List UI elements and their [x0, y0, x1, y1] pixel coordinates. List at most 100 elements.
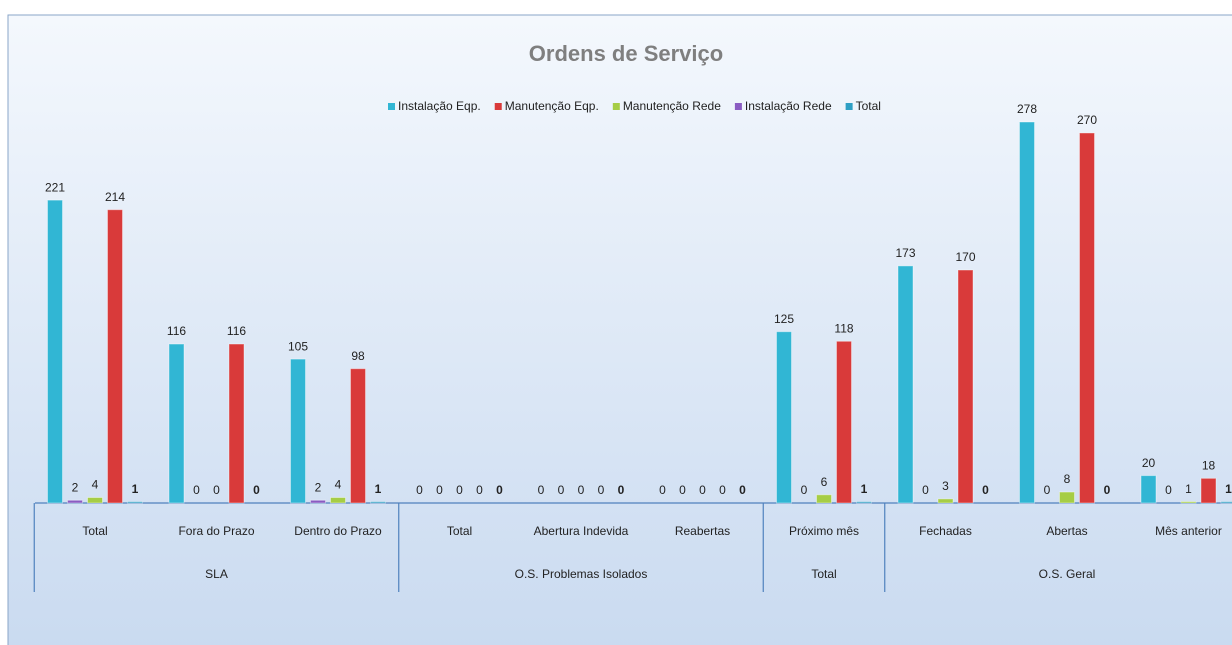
x-tick-label: Abertura Indevida: [534, 524, 629, 538]
legend-label: Manutenção Eqp.: [505, 99, 599, 113]
data-label: 1: [861, 482, 868, 496]
data-label: 118: [834, 321, 853, 335]
data-label: 0: [659, 483, 666, 497]
legend-swatch: [494, 103, 502, 110]
bar: [1059, 491, 1075, 504]
x-tick-label: Fechadas: [919, 524, 972, 538]
data-label: 0: [558, 483, 565, 497]
data-label: 0: [538, 483, 545, 497]
data-label: 0: [679, 483, 686, 497]
data-label: 3: [942, 479, 949, 493]
bar: [107, 209, 123, 504]
chart-background: [7, 14, 1232, 645]
bar: [856, 501, 872, 504]
data-label: 2: [72, 480, 79, 494]
data-label: 0: [496, 483, 503, 497]
legend-label: Total: [856, 99, 881, 113]
bar: [127, 501, 143, 504]
bar: [776, 331, 792, 504]
bar: [1079, 132, 1095, 504]
bar: [67, 499, 83, 504]
x-tick-label: Dentro do Prazo: [294, 524, 382, 538]
bar: [1180, 501, 1197, 504]
data-label: 20: [1142, 456, 1156, 470]
data-label: 4: [92, 478, 99, 492]
data-label: 125: [774, 312, 794, 326]
data-label: 0: [253, 483, 260, 497]
data-label: 0: [982, 483, 989, 497]
bar: [937, 498, 954, 504]
data-label: 0: [578, 483, 585, 497]
data-label: 0: [476, 483, 483, 497]
bar: [1019, 121, 1035, 504]
data-label: 278: [1017, 102, 1037, 116]
bar: [816, 494, 832, 504]
legend-label: Instalação Eqp.: [398, 99, 481, 113]
bar: [957, 269, 974, 504]
bar: [1220, 501, 1232, 504]
x-tick-label: Reabertas: [675, 524, 730, 538]
bar: [87, 497, 103, 504]
bar: [228, 343, 245, 504]
data-label: 214: [105, 190, 125, 204]
legend-swatch: [734, 103, 742, 110]
data-label: 0: [436, 483, 443, 497]
bar: [1200, 477, 1217, 504]
data-label: 0: [416, 483, 423, 497]
bar: [310, 499, 326, 504]
data-label: 221: [45, 180, 65, 194]
data-label: 6: [821, 475, 828, 489]
data-label: 0: [193, 483, 200, 497]
bar: [350, 368, 366, 504]
legend-label: Manutenção Rede: [623, 99, 721, 113]
data-label: 0: [1104, 483, 1111, 497]
bar: [897, 265, 914, 504]
data-label: 0: [719, 483, 726, 497]
data-label: 1: [1225, 482, 1232, 496]
x-tick-label: Próximo mês: [789, 524, 859, 538]
data-label: 0: [699, 483, 706, 497]
bar: [47, 199, 63, 504]
data-label: 116: [167, 324, 186, 338]
data-label: 0: [598, 483, 605, 497]
data-label: 0: [1044, 483, 1051, 497]
data-label: 270: [1077, 113, 1097, 127]
data-label: 0: [801, 483, 808, 497]
group-label: O.S. Geral: [1039, 567, 1096, 581]
bar: [168, 343, 185, 504]
x-tick-label: Fora do Prazo: [178, 524, 254, 538]
data-label: 98: [351, 349, 365, 363]
bar: [836, 340, 852, 504]
bar: [370, 501, 386, 504]
legend-label: Instalação Rede: [745, 99, 832, 113]
data-label: 2: [315, 480, 322, 494]
x-tick-label: Abertas: [1046, 524, 1087, 538]
data-label: 0: [618, 483, 625, 497]
data-label: 0: [922, 483, 929, 497]
legend-swatch: [388, 103, 395, 110]
data-label: 0: [739, 483, 746, 497]
data-label: 0: [1165, 483, 1172, 497]
data-label: 8: [1064, 472, 1071, 486]
bar: [1140, 475, 1157, 504]
x-tick-label: Total: [447, 524, 472, 538]
data-label: 0: [213, 483, 220, 497]
data-label: 4: [335, 478, 342, 492]
group-label: SLA: [205, 567, 228, 581]
bar: [330, 497, 346, 504]
group-label: Total: [811, 567, 836, 581]
data-label: 18: [1202, 459, 1216, 473]
legend-swatch: [845, 103, 853, 110]
data-label: 0: [456, 483, 463, 497]
data-label: 170: [955, 250, 975, 264]
chart-title: Ordens de Serviço: [529, 41, 723, 66]
data-label: 1: [132, 482, 139, 496]
x-tick-label: Mês anterior: [1155, 524, 1222, 538]
data-label: 173: [895, 246, 915, 260]
data-label: 1: [375, 482, 382, 496]
x-tick-label: Total: [82, 524, 107, 538]
bar: [290, 358, 306, 504]
group-label: O.S. Problemas Isolados: [515, 567, 648, 581]
data-label: 116: [227, 324, 246, 338]
